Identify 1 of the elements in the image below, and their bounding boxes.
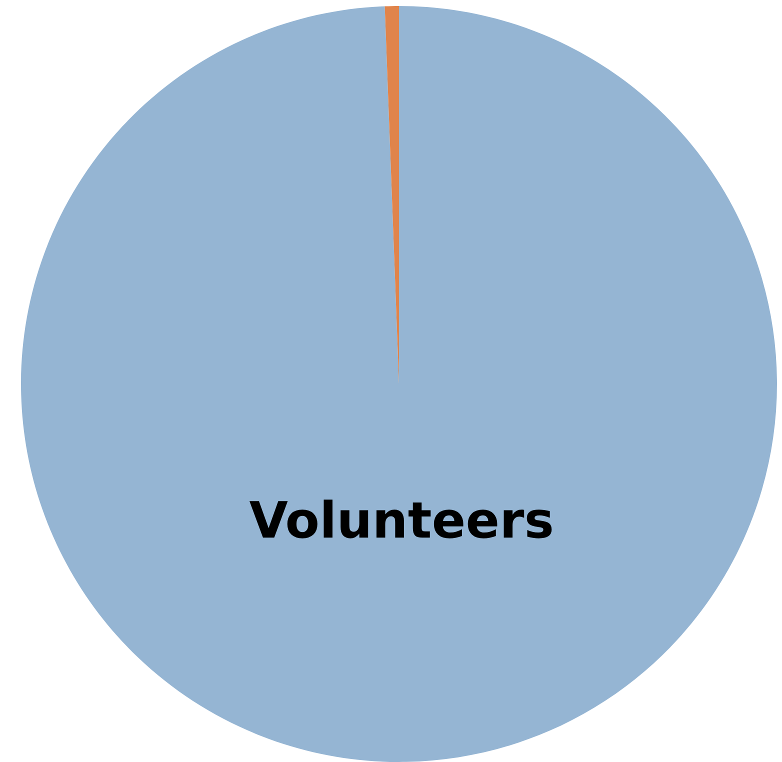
slice-label: Volunteers [249, 500, 552, 538]
